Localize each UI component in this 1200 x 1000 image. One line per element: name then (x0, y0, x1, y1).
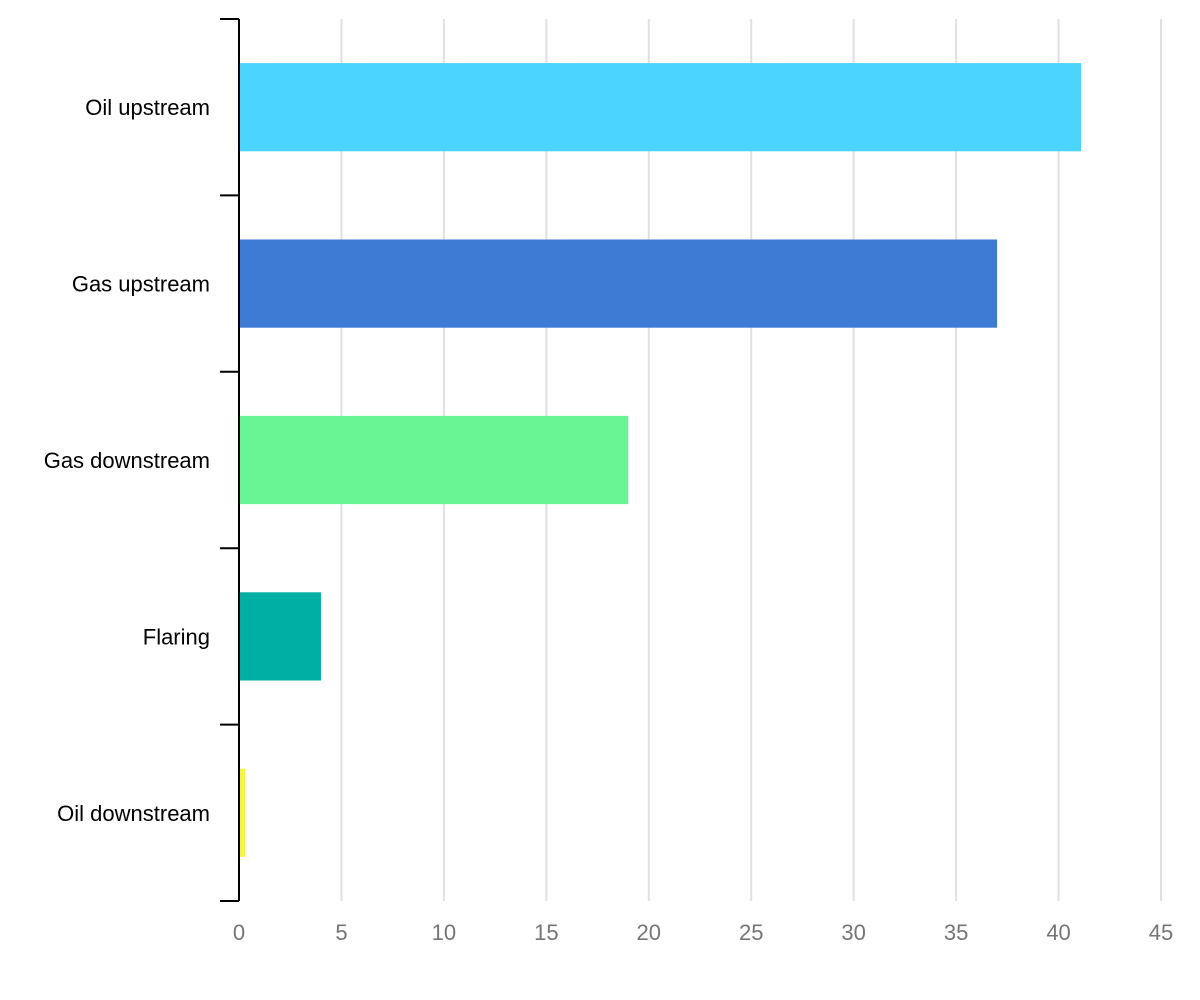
x-tick-label: 5 (335, 920, 347, 945)
x-tick-label: 15 (534, 920, 558, 945)
x-tick-label: 25 (739, 920, 763, 945)
x-tick-label: 10 (432, 920, 456, 945)
x-tick-label: 30 (841, 920, 865, 945)
x-tick-label: 40 (1046, 920, 1070, 945)
category-label: Oil upstream (85, 95, 210, 120)
gridlines (340, 19, 1162, 901)
x-tick-label: 0 (233, 920, 245, 945)
x-tick-label: 20 (637, 920, 661, 945)
axes (220, 18, 240, 902)
bar (239, 768, 246, 857)
bars (239, 63, 1082, 857)
bar (239, 239, 998, 328)
category-label: Oil downstream (57, 801, 210, 826)
category-label: Gas downstream (44, 448, 210, 473)
category-label: Flaring (143, 624, 210, 649)
bar (239, 415, 629, 505)
x-tick-label: 35 (944, 920, 968, 945)
bar (239, 592, 321, 681)
bar (239, 63, 1082, 152)
x-tick-label: 45 (1149, 920, 1173, 945)
category-label: Gas upstream (72, 272, 210, 297)
labels: 0 5 10 15 20 25 30 35 40 45 Oil upstream Gas upstre… (44, 95, 1174, 945)
